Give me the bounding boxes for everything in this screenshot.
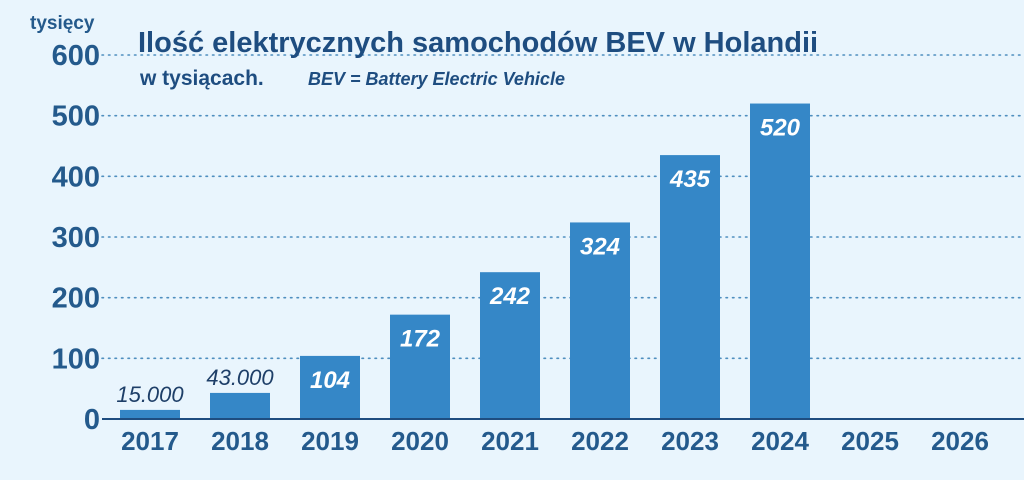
data-label-2021: 242 xyxy=(489,283,531,310)
y-tick-label: 100 xyxy=(52,343,100,375)
x-axis-ticks: 2017 2018 2019 2020 2021 2022 2023 2024 2025 2026 xyxy=(121,426,989,456)
chart-subtitle: w tysiącach. xyxy=(139,67,264,90)
y-tick-label: 200 xyxy=(52,283,100,315)
x-tick-label-2020: 2020 xyxy=(391,426,449,456)
x-tick-label-2026: 2026 xyxy=(931,426,989,456)
y-tick-label: 600 xyxy=(52,40,100,72)
bars xyxy=(120,103,810,420)
y-tick-label: 500 xyxy=(52,101,100,133)
x-tick-label-2018: 2018 xyxy=(211,426,269,456)
data-label-2019: 104 xyxy=(310,367,350,394)
y-tick-label: 400 xyxy=(52,161,100,193)
x-tick-label-2017: 2017 xyxy=(121,426,179,456)
data-label-2018: 43.000 xyxy=(206,365,274,390)
bar-2023 xyxy=(660,155,720,419)
gridlines xyxy=(101,54,1024,360)
bar-2019 xyxy=(300,355,360,419)
data-label-2020: 172 xyxy=(400,326,441,353)
bar-2018 xyxy=(210,392,270,419)
x-tick-label-2023: 2023 xyxy=(661,426,719,456)
y-tick-label: 300 xyxy=(52,222,100,254)
x-tick-label-2021: 2021 xyxy=(481,426,539,456)
chart-subtitle-note: BEV = Battery Electric Vehicle xyxy=(308,69,565,89)
x-tick-label-2025: 2025 xyxy=(841,426,899,456)
bar-2017 xyxy=(120,409,180,419)
x-tick-label-2022: 2022 xyxy=(571,426,629,456)
x-tick-label-2019: 2019 xyxy=(301,426,359,456)
y-axis-ticks: 0 100 200 300 400 500 600 xyxy=(52,40,100,436)
bar-2022 xyxy=(570,222,630,419)
data-label-2024: 520 xyxy=(760,115,801,142)
y-tick-label: 0 xyxy=(84,404,100,436)
x-tick-label-2024: 2024 xyxy=(751,426,809,456)
data-labels: 15.000 43.000 104 172 242 324 435 520 xyxy=(116,115,800,407)
bar-2020 xyxy=(390,314,450,419)
data-label-2022: 324 xyxy=(580,233,620,260)
y-axis-label: tysięcy xyxy=(30,13,95,34)
data-label-2017: 15.000 xyxy=(116,382,184,407)
data-label-2023: 435 xyxy=(669,166,711,193)
bar-2024 xyxy=(750,103,810,420)
bar-2021 xyxy=(480,272,540,419)
chart-title: Ilość elektrycznych samochodów BEV w Hol… xyxy=(138,27,818,59)
